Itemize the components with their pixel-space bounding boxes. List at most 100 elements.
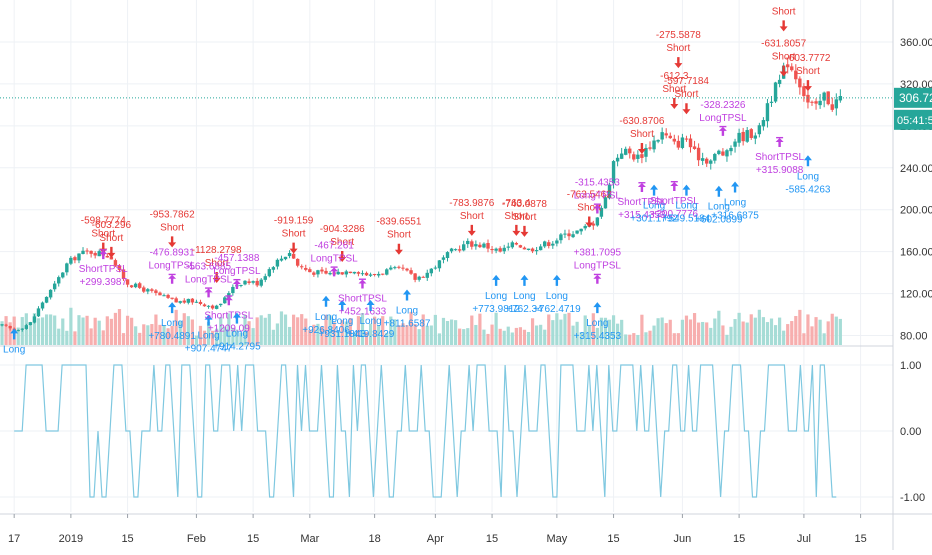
candle-body: [32, 316, 37, 323]
volume-bar: [198, 325, 203, 345]
volume-bar: [441, 317, 446, 345]
signal-short: -630.8706 Short: [619, 116, 665, 155]
candle-body: [692, 146, 697, 150]
signal-value: +762.4719: [533, 304, 581, 315]
candle-body: [794, 70, 798, 80]
volume-bar: [611, 315, 616, 345]
candle-body: [502, 247, 506, 252]
volume-bar: [186, 316, 190, 345]
volume-bar: [405, 325, 409, 345]
signal-arrow-down: [289, 242, 298, 254]
signal-value: -1128.2798: [192, 245, 242, 256]
signal-label: Long: [331, 316, 353, 327]
countdown-tag: 05:41:57: [897, 115, 932, 127]
signal-arrow-up: [10, 328, 19, 340]
volume-bar: [725, 334, 729, 345]
candle-body: [413, 273, 417, 280]
volume-bar: [206, 321, 211, 345]
candle-body: [275, 259, 280, 267]
candle-body: [749, 129, 753, 138]
candle-body: [263, 276, 267, 280]
candle-body: [470, 241, 474, 247]
candle-body: [652, 140, 656, 150]
candle-body: [786, 64, 790, 68]
volume-bar: [231, 327, 235, 345]
candle-body: [818, 100, 822, 106]
candle-body: [676, 140, 681, 148]
candle-body: [312, 272, 316, 275]
volume-bar: [142, 324, 146, 345]
signal-short: -740.0878 Short: [502, 199, 547, 237]
volume-bar: [61, 318, 65, 345]
candle-body: [129, 285, 134, 288]
signal-arrow-down: [585, 216, 594, 228]
signal-long: Long +549.5184: [663, 184, 711, 225]
volume-bar: [296, 317, 300, 345]
signal-value: -612.3: [660, 71, 689, 82]
candle-body: [705, 158, 709, 164]
candle-body: [680, 137, 685, 148]
volume-bar: [729, 326, 733, 345]
volume-bar: [765, 322, 770, 345]
signal-long: Long: [3, 328, 25, 355]
osc-tick-label: 0.00: [900, 426, 921, 438]
volume-bar: [287, 326, 292, 345]
signal-value: +926.8406: [302, 325, 350, 336]
volume-bar: [822, 333, 826, 345]
candle-body: [255, 280, 259, 286]
volume-bar: [344, 321, 348, 345]
volume-bar: [178, 321, 182, 345]
signal-tpsl_long: -563.6885 LongTPSL: [185, 261, 233, 298]
volume-bar: [478, 313, 482, 345]
volume-bar: [4, 316, 8, 345]
volume-bar: [510, 332, 514, 345]
volume-bar: [603, 317, 608, 345]
candle-body: [810, 101, 814, 103]
candle-body: [214, 305, 219, 309]
candle-body: [437, 260, 442, 269]
volume-bar: [583, 315, 587, 345]
signal-label: Long: [3, 344, 25, 355]
signal-long: Long +811.6587: [384, 289, 431, 330]
x-tick-label: Jun: [674, 533, 692, 545]
volume-bar: [701, 321, 705, 345]
signal-arrow-down: [682, 103, 691, 115]
volume-bar: [377, 325, 381, 345]
signal-label: Long: [675, 201, 697, 212]
signal-long: Long +907.4747: [185, 314, 233, 355]
volume-bar: [267, 313, 271, 345]
volume-bar: [271, 329, 275, 345]
signal-tpsl_short: ShortTPSL +299.3987: [79, 249, 128, 288]
signal-value: -839.6551: [376, 217, 421, 228]
signal-label: Short: [513, 212, 537, 223]
candle-body: [243, 280, 247, 285]
candle-body: [40, 302, 45, 309]
tpsl-bar: [99, 249, 107, 251]
signal-arrow-up: [650, 184, 659, 196]
signal-label: LongTPSL: [310, 253, 358, 264]
candle-body: [360, 273, 365, 275]
volume-bar: [664, 323, 668, 345]
volume-bar: [648, 330, 652, 345]
volume-bar: [433, 314, 437, 345]
candle-body: [324, 270, 328, 274]
signal-value: +315.9088: [756, 165, 804, 176]
candle-body: [579, 228, 583, 232]
candle-body: [20, 328, 24, 330]
signal-value: +315.4353: [618, 210, 666, 221]
volume-bar: [381, 316, 385, 345]
candle-body: [688, 138, 693, 148]
signal-value: -740.0878: [502, 199, 547, 210]
candle-body: [28, 322, 33, 326]
tpsl-arrow: [718, 126, 727, 136]
x-tick-label: 15: [121, 533, 133, 545]
signal-label: ShortTPSL: [79, 264, 128, 275]
signal-arrow-down: [467, 224, 476, 236]
candle-body: [441, 257, 446, 260]
volume-bar: [559, 319, 563, 345]
volume-bar: [413, 324, 417, 345]
candle-body: [745, 130, 749, 142]
